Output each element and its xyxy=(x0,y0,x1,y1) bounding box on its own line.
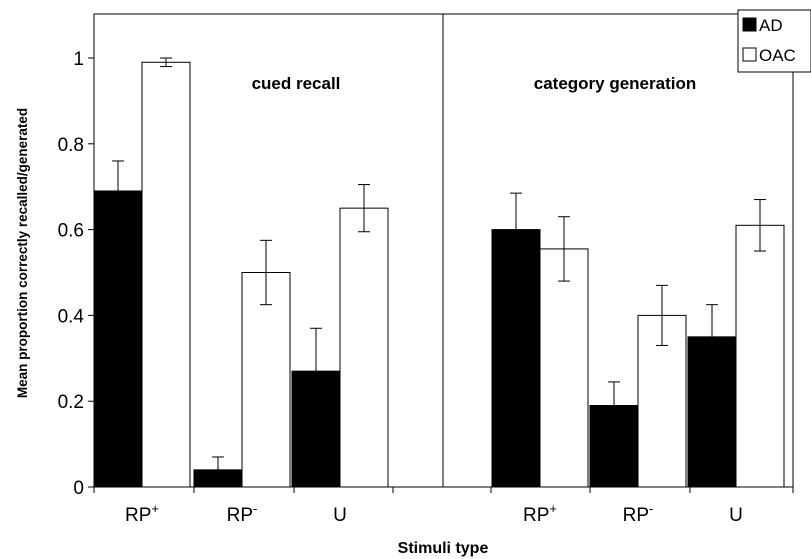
bar-oac xyxy=(735,224,785,488)
bar-oac xyxy=(241,272,291,488)
legend-swatch-oac xyxy=(742,47,757,62)
panel-title-category-generation: category generation xyxy=(534,74,697,93)
x-category-label: RP- xyxy=(623,501,654,526)
bar-ad xyxy=(491,229,541,488)
legend: AD OAC xyxy=(737,9,811,73)
y-axis-title: Mean proportion correctly recalled/gener… xyxy=(15,108,30,398)
x-axis-title: Stimuli type xyxy=(398,540,489,557)
panel-title-cued-recall: cued recall xyxy=(252,74,341,93)
y-tick-label: 1 xyxy=(73,49,84,70)
x-category-label: U xyxy=(333,505,347,526)
bar-oac xyxy=(339,207,389,488)
legend-label-ad: AD xyxy=(759,16,783,35)
bar-oac xyxy=(141,61,191,488)
bar-ad xyxy=(93,190,143,488)
x-category-label: RP- xyxy=(227,501,258,526)
y-tick-label: 0.6 xyxy=(58,221,84,242)
x-category-label: RP+ xyxy=(523,501,557,526)
legend-label-oac: OAC xyxy=(759,46,796,65)
y-tick-label: 0.2 xyxy=(58,392,84,413)
y-tick-label: 0.4 xyxy=(58,306,85,327)
bar-oac xyxy=(539,248,589,488)
x-category-label: U xyxy=(729,505,743,526)
y-tick-label: 0.8 xyxy=(58,135,84,156)
y-tick-label: 0 xyxy=(73,478,84,499)
x-category-label: RP+ xyxy=(125,501,159,526)
legend-swatch-ad xyxy=(742,17,757,32)
